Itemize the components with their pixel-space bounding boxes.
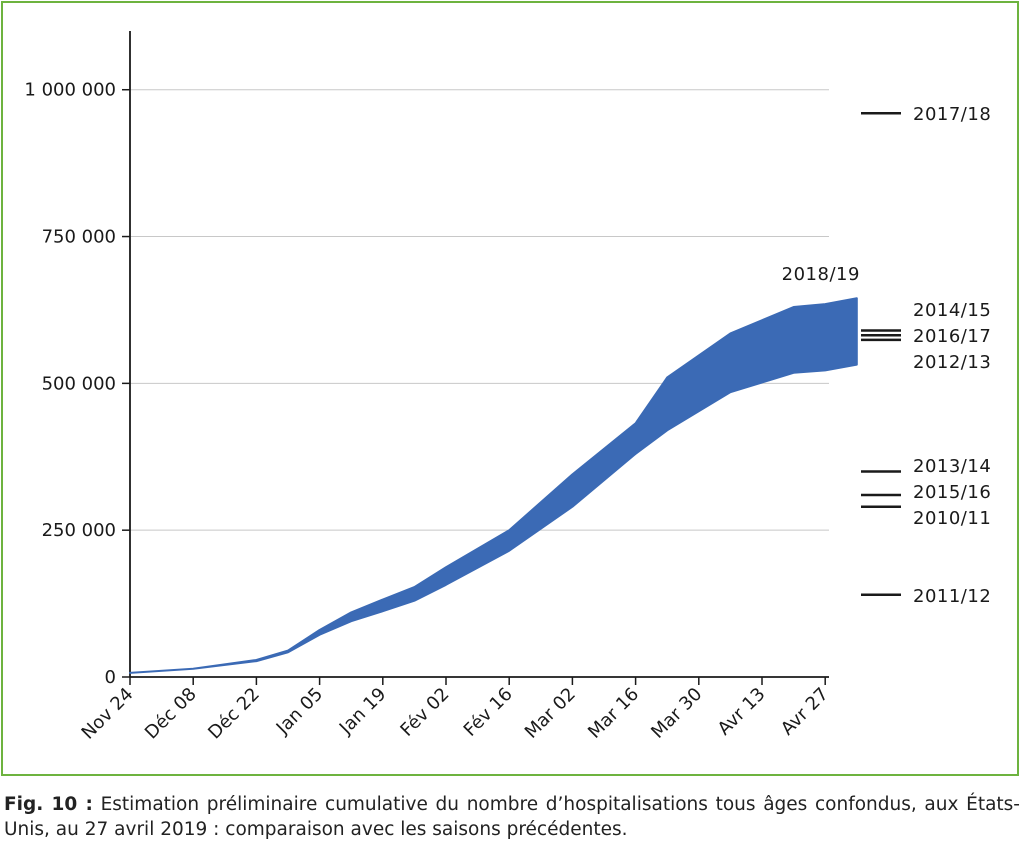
band-2018-19: [129, 297, 858, 674]
y-tick-label: 0: [105, 667, 116, 688]
season-label: 2017/18: [913, 104, 991, 125]
axes: [122, 31, 829, 685]
x-tick-label: Fév 02: [396, 684, 453, 741]
season-label: 2012/13: [913, 352, 991, 373]
y-tick-label: 500 000: [42, 373, 116, 394]
season-label: 2011/12: [913, 586, 991, 607]
y-tick-label: 750 000: [42, 227, 116, 248]
x-tick-label: Jan 19: [335, 684, 390, 739]
season-label: 2014/15: [913, 300, 991, 321]
y-tick-label: 1 000 000: [24, 80, 116, 101]
y-tick-labels: 0 250 000 500 000 750 000 1 000 000: [24, 80, 116, 688]
x-tick-label: Mar 16: [584, 684, 643, 743]
caption-text: Estimation préliminaire cumulative du no…: [4, 794, 1020, 840]
x-tick-label: Mar 30: [647, 684, 706, 743]
season-label: 2015/16: [913, 482, 991, 503]
gridlines: [130, 89, 829, 531]
x-tick-label: Fév 16: [460, 684, 517, 741]
season-label: 2016/17: [913, 326, 991, 347]
x-tick-label: Déc 22: [204, 684, 264, 744]
figure-frame: 2018/19 0 250 000 500 000 750 000 1 000 000 …: [1, 1, 1019, 776]
caption-label: Fig. 10 :: [4, 794, 93, 815]
x-tick-label: Avr 13: [714, 684, 770, 740]
y-tick-label: 250 000: [42, 520, 116, 541]
x-tick-label: Déc 08: [141, 684, 201, 744]
x-tick-label: Nov 24: [78, 684, 138, 744]
prior-season-markers: 2017/18 2014/15 2016/17 2012/13 2013/14 2015/…: [861, 104, 991, 607]
x-tick-label: Jan 05: [272, 684, 327, 739]
figure-caption: Fig. 10 : Estimation préliminaire cumula…: [4, 792, 1020, 842]
band-label: 2018/19: [782, 264, 860, 285]
x-tick-label: Mar 02: [521, 684, 580, 743]
season-label: 2010/11: [913, 508, 991, 529]
band-layer: 2018/19: [129, 264, 860, 674]
season-label: 2013/14: [913, 456, 991, 477]
x-tick-labels: Nov 24 Déc 08 Déc 22 Jan 05 Jan 19 Fév 02 Fév …: [78, 684, 833, 744]
x-tick-label: Avr 27: [777, 684, 833, 740]
